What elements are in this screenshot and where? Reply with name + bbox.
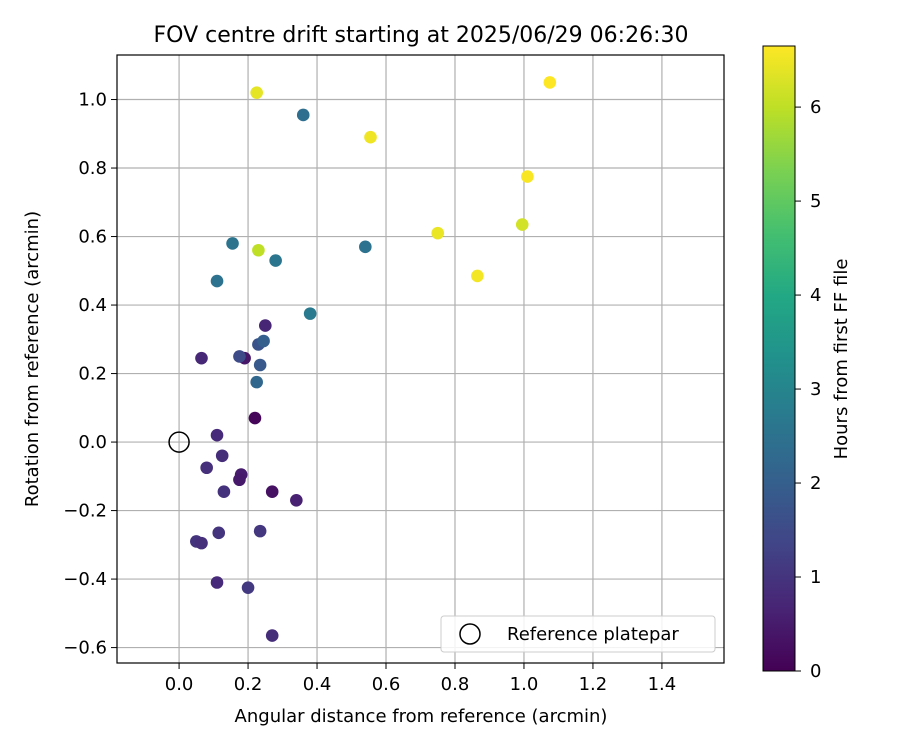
x-tick-label: 1.2 <box>579 674 608 695</box>
scatter-point <box>250 375 263 389</box>
scatter-point <box>515 218 529 231</box>
legend: Reference platepar <box>440 615 716 653</box>
colorbar-label: Hours from first FF file <box>831 259 852 460</box>
scatter-point <box>250 86 263 99</box>
y-tick-label: 1.0 <box>78 90 107 111</box>
scatter-point <box>241 581 255 594</box>
y-tick-label: −0.2 <box>63 501 107 522</box>
scatter-point <box>252 243 265 257</box>
colorbar-tick-label: 5 <box>810 191 821 212</box>
scatter-point <box>253 358 267 372</box>
reference-platepar-point <box>168 431 190 453</box>
scatter-point <box>259 319 272 332</box>
scatter-point <box>200 461 213 475</box>
y-tick-label: 0.6 <box>78 227 107 248</box>
scatter-point <box>217 485 231 499</box>
y-tick-label: −0.4 <box>63 569 107 590</box>
x-tick-label: 1.4 <box>648 674 677 695</box>
colorbar-tick-label: 3 <box>810 379 821 400</box>
scatter-point <box>226 237 239 250</box>
legend-box <box>440 615 716 653</box>
y-axis-ticks: −0.6 −0.4 −0.2 0.0 0.2 0.4 0.6 0.8 1.0 <box>63 90 117 659</box>
colorbar-gradient <box>762 45 796 672</box>
x-tick-label: 0.8 <box>441 674 470 695</box>
scatter-point <box>210 274 224 288</box>
scatter-point <box>195 536 208 550</box>
plot-frame <box>116 54 725 664</box>
x-tick-label: 0.4 <box>303 674 332 695</box>
legend-marker <box>459 623 481 645</box>
x-tick-label: 0.0 <box>165 674 194 695</box>
reference-point-marker <box>168 431 190 453</box>
scatter-point <box>265 485 279 499</box>
x-axis-ticks: 0.0 0.2 0.4 0.6 0.8 1.0 1.2 1.4 <box>165 663 676 695</box>
scatter-point <box>210 428 224 442</box>
y-tick-label: 0.2 <box>78 364 107 385</box>
scatter-point <box>471 269 484 283</box>
colorbar-tick-label: 1 <box>810 567 821 588</box>
y-tick-label: 0.4 <box>78 295 107 316</box>
x-axis-label: Angular distance from reference (arcmin) <box>235 706 608 727</box>
colorbar-tick-label: 6 <box>810 97 821 118</box>
scatter-point <box>296 108 310 122</box>
scatter-point <box>233 473 246 487</box>
colorbar-tick-label: 2 <box>810 473 821 494</box>
x-tick-label: 0.6 <box>372 674 401 695</box>
legend-entry-reference-platepar: Reference platepar <box>507 624 679 645</box>
scatter-point <box>269 254 282 267</box>
scatter-point <box>210 576 224 589</box>
y-axis-label: Rotation from reference (arcmin) <box>22 211 43 507</box>
x-tick-label: 1.0 <box>510 674 539 695</box>
scatter-point <box>265 629 279 642</box>
scatter-point <box>257 334 270 348</box>
scatter-point <box>212 526 226 540</box>
x-tick-label: 0.2 <box>234 674 263 695</box>
y-tick-label: 0.8 <box>78 158 107 179</box>
colorbar-tick-label: 4 <box>810 285 821 306</box>
scatter-point <box>303 307 317 320</box>
colorbar-ticks: 0 1 2 3 4 5 6 <box>795 97 821 682</box>
scatter-point <box>233 350 246 363</box>
scatter-point <box>359 240 372 254</box>
y-tick-label: −0.6 <box>63 638 107 659</box>
scatter-point <box>215 449 229 463</box>
colorbar-tick-label: 0 <box>810 661 821 682</box>
scatter-point <box>521 170 534 183</box>
data-points <box>190 76 557 642</box>
scatter-point <box>195 351 208 365</box>
grid-lines <box>117 55 724 663</box>
scatter-point <box>253 524 267 538</box>
chart-title: FOV centre drift starting at 2025/06/29 … <box>154 23 689 48</box>
scatter-point <box>543 76 557 89</box>
scatter-point <box>248 411 262 425</box>
scatter-point <box>431 226 445 240</box>
scatter-point <box>290 493 303 507</box>
colorbar: 0 1 2 3 4 5 6 Hours from first FF file <box>762 45 852 682</box>
y-tick-label: 0.0 <box>78 432 107 453</box>
scatter-point <box>364 130 377 144</box>
